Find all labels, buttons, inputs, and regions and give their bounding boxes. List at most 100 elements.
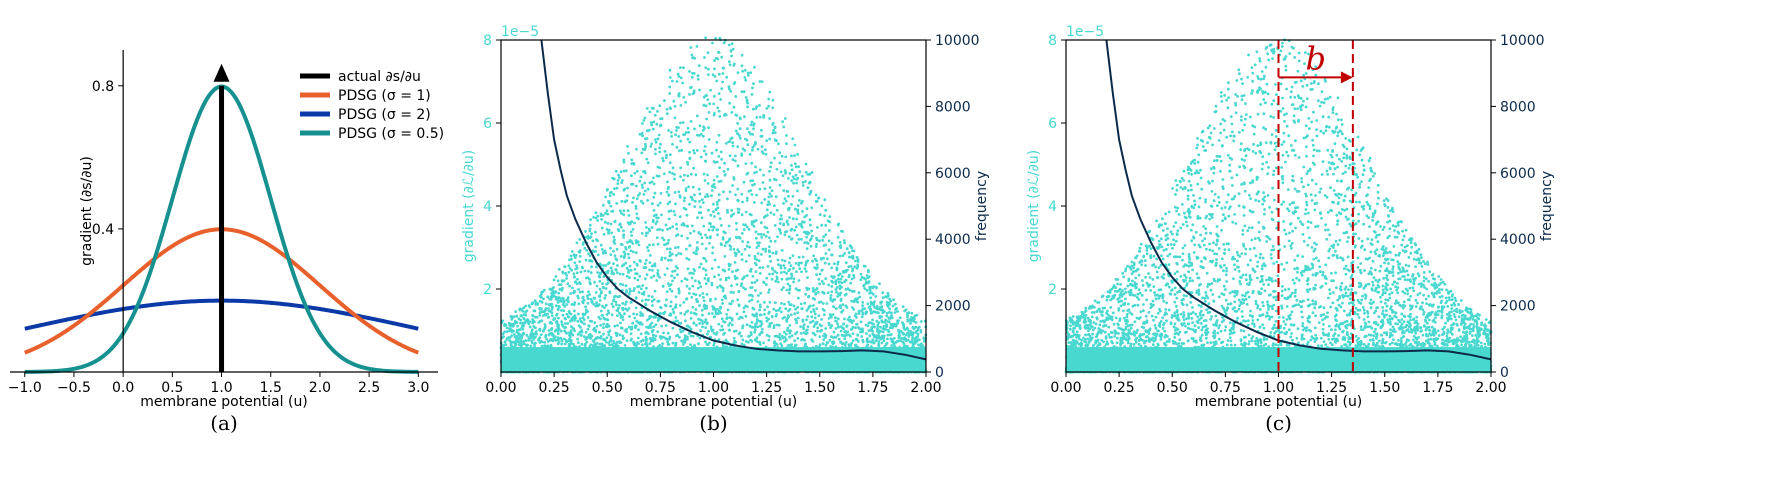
- scatter-point: [644, 137, 647, 141]
- scatter-point: [686, 335, 689, 339]
- scatter-point: [632, 196, 635, 200]
- scatter-point: [663, 303, 667, 307]
- scatter-point: [627, 325, 631, 329]
- scatter-point: [556, 336, 560, 339]
- scatter-point: [611, 305, 615, 309]
- scatter-point: [621, 179, 624, 182]
- scatter-point: [827, 248, 831, 252]
- scatter-point: [791, 175, 795, 179]
- scatter-point: [626, 194, 629, 198]
- scatter-point: [717, 265, 721, 269]
- scatter-point: [632, 312, 635, 316]
- scatter-point: [801, 337, 804, 341]
- scatter-point: [887, 320, 891, 323]
- scatter-point: [892, 298, 895, 302]
- scatter-point: [836, 236, 840, 239]
- scatter-point: [834, 307, 838, 310]
- scatter-point: [549, 303, 553, 306]
- scatter-point: [801, 210, 804, 213]
- scatter-point: [692, 321, 696, 325]
- scatter-point: [687, 131, 690, 134]
- scatter-point: [775, 323, 779, 327]
- scatter-point: [658, 275, 661, 279]
- scatter-point: [821, 308, 825, 311]
- scatter-point: [622, 213, 626, 217]
- scatter-point: [680, 340, 684, 343]
- scatter-point: [727, 276, 731, 279]
- scatter-point: [750, 321, 754, 324]
- scatter-point: [712, 343, 716, 347]
- scatter-point: [740, 282, 744, 285]
- scatter-point: [744, 314, 748, 318]
- scatter-point: [684, 207, 688, 211]
- scatter-point: [824, 223, 828, 227]
- scatter-point: [877, 340, 881, 343]
- scatter-point: [635, 262, 639, 266]
- scatter-point: [780, 154, 784, 158]
- scatter-point: [697, 211, 701, 215]
- scatter-point: [561, 303, 565, 306]
- scatter-point: [659, 192, 663, 195]
- scatter-point: [902, 326, 906, 330]
- scatter-point: [753, 330, 756, 334]
- scatter-point: [721, 80, 725, 84]
- scatter-point: [545, 337, 548, 341]
- scatter-point: [827, 323, 831, 327]
- scatter-point: [645, 343, 649, 347]
- scatter-point: [753, 65, 756, 69]
- scatter-point: [642, 119, 646, 122]
- scatter-point: [693, 312, 697, 315]
- scatter-point: [824, 208, 828, 212]
- scatter-point: [692, 149, 695, 152]
- scatter-point: [518, 307, 522, 311]
- scatter-point: [724, 113, 728, 117]
- scatter-point: [890, 311, 893, 315]
- scatter-point: [865, 310, 869, 314]
- scatter-point: [788, 172, 792, 175]
- scatter-point: [556, 279, 560, 283]
- scatter-point: [777, 263, 780, 267]
- scatter-point: [676, 72, 680, 76]
- scatter-point: [822, 338, 826, 342]
- scatter-point: [699, 285, 703, 289]
- scatter-point: [848, 288, 852, 292]
- scatter-point: [908, 330, 912, 333]
- scatter-point: [682, 66, 685, 69]
- scatter-point: [652, 176, 655, 180]
- scatter-point: [849, 318, 853, 322]
- scatter-point: [737, 304, 741, 308]
- scatter-point: [672, 99, 676, 103]
- scatter-point: [721, 289, 725, 293]
- scatter-point: [661, 228, 664, 232]
- scatter-point: [624, 169, 628, 173]
- scatter-point: [717, 273, 721, 277]
- scatter-point: [915, 336, 919, 339]
- scatter-point: [744, 137, 747, 141]
- scatter-point: [731, 47, 735, 51]
- scatter-point: [778, 306, 782, 310]
- scatter-point: [760, 253, 763, 256]
- scatter-point: [740, 64, 744, 68]
- scatter-point: [532, 325, 536, 328]
- scatter-point: [562, 299, 566, 303]
- scatter-point: [504, 323, 508, 327]
- scatter-point: [704, 259, 708, 263]
- scatter-point: [728, 316, 732, 320]
- scatter-point: [844, 288, 848, 291]
- scatter-point: [779, 217, 782, 221]
- scatter-point: [698, 322, 701, 325]
- scatter-point: [578, 255, 582, 258]
- scatter-point: [584, 305, 587, 309]
- scatter-point: [708, 241, 711, 245]
- scatter-point: [658, 146, 661, 150]
- scatter-point: [764, 152, 768, 156]
- scatter-point: [637, 328, 640, 331]
- scatter-point: [794, 262, 798, 265]
- scatter-point: [816, 290, 820, 294]
- scatter-point: [547, 307, 550, 310]
- scatter-point: [881, 296, 885, 300]
- scatter-point: [704, 36, 707, 40]
- scatter-point: [683, 334, 687, 338]
- scatter-point: [785, 134, 788, 137]
- scatter-point: [584, 258, 588, 262]
